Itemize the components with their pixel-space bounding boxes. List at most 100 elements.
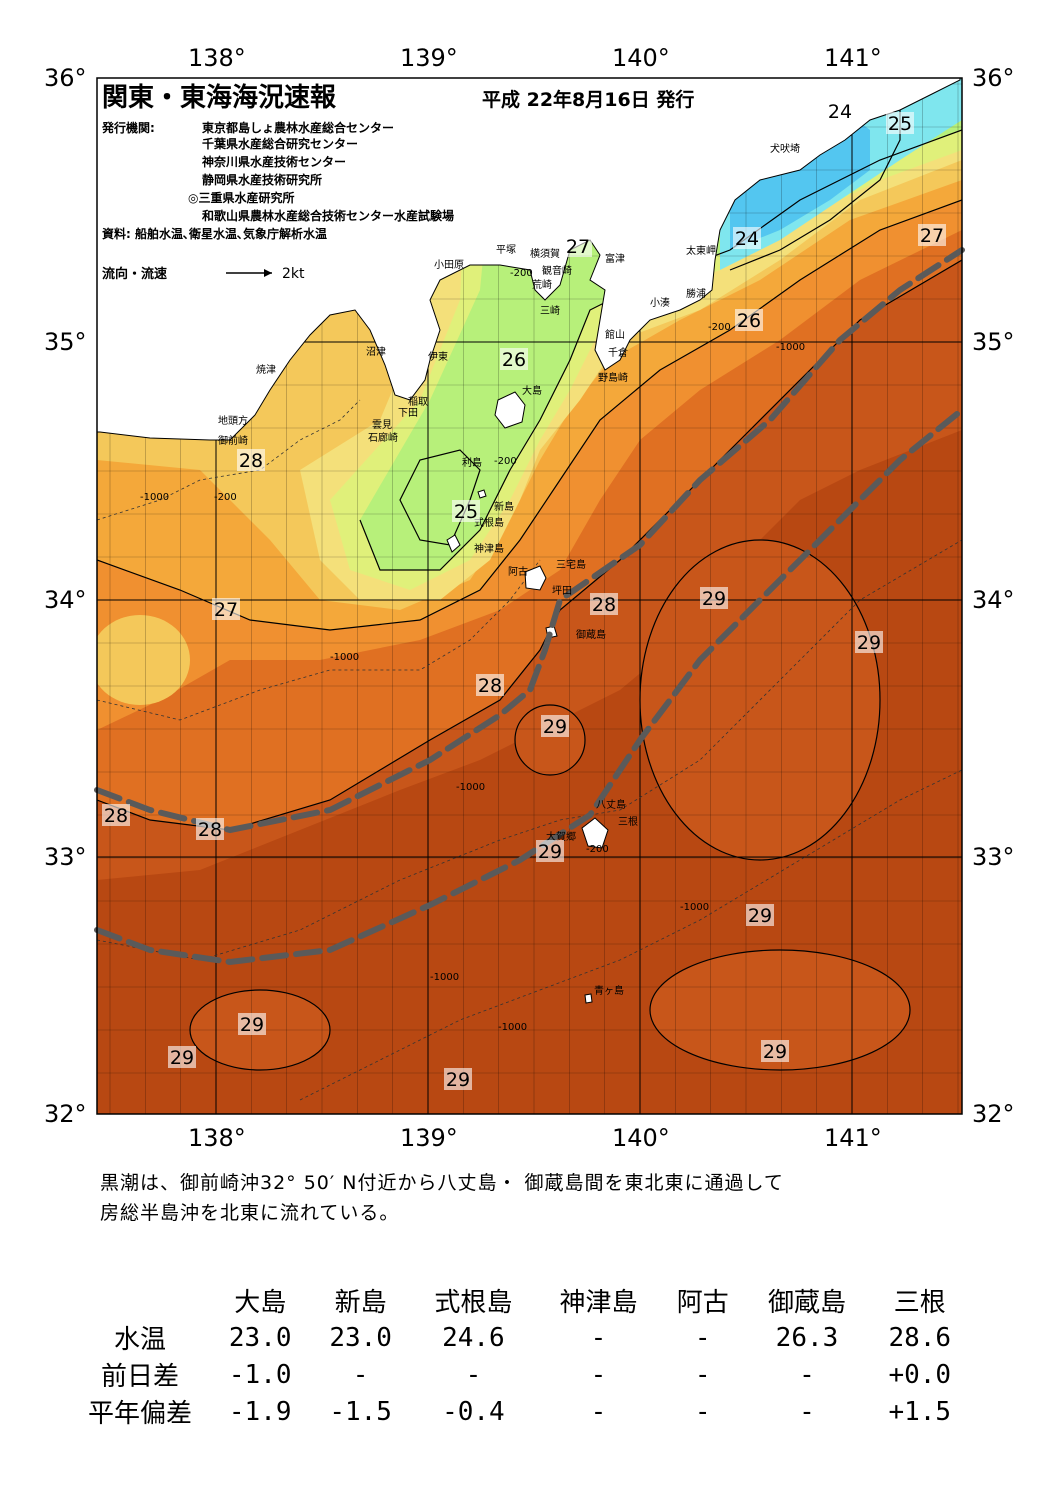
hachijo-island: [581, 817, 609, 849]
place-name: 小田原: [434, 259, 464, 271]
place-name: 利島: [462, 456, 482, 469]
temperature-zones: [97, 78, 962, 1114]
depth-contours: [97, 399, 962, 1101]
isotherm-label: 29: [746, 904, 774, 927]
place-name: 御前崎: [218, 434, 248, 447]
publisher-label: 発行機関:: [101, 120, 155, 135]
page-title: 関東・東海海況速報: [102, 83, 337, 113]
place-name: 石廊崎: [368, 431, 398, 444]
depth-label: -1000: [680, 902, 709, 913]
oshima-island: [494, 391, 526, 429]
table-cell: -: [590, 1396, 607, 1427]
svg-text:25: 25: [454, 501, 478, 523]
svg-text:28: 28: [104, 805, 128, 827]
sea-temperature-map: 138° 139° 140° 141° 138° 139° 140° 141° …: [44, 44, 1015, 1152]
place-name: 三宅島: [556, 558, 586, 571]
lat-label-right: 33°: [972, 843, 1015, 871]
table-cell: -1.9: [228, 1396, 292, 1427]
miyake-island: [524, 565, 547, 591]
svg-text:24: 24: [828, 101, 852, 123]
table-cell: 23.0: [329, 1322, 392, 1353]
lat-label-left: 35°: [44, 328, 87, 356]
place-name: 坪田: [552, 584, 572, 597]
svg-text:29: 29: [543, 716, 567, 738]
svg-text:24: 24: [735, 228, 759, 250]
place-name: 千倉: [608, 346, 628, 359]
place-name: 阿古: [508, 565, 528, 578]
table-cell: 26.3: [775, 1322, 839, 1353]
isotherm-label: 25: [452, 500, 480, 523]
flow-legend-speed: 2kt: [282, 266, 305, 282]
table-corner: [70, 1282, 210, 1319]
table-cell: -1.0: [228, 1359, 292, 1390]
table-cell: -: [799, 1359, 815, 1390]
place-name: 観音崎: [542, 264, 572, 277]
station-header: 新島: [334, 1288, 387, 1318]
svg-text:28: 28: [592, 594, 616, 616]
place-name: 横須賀: [530, 247, 560, 260]
place-name: 大島: [522, 384, 542, 397]
table-row: 平年偏差 -1.9 -1.5 -0.4 - - - +1.5: [70, 1393, 970, 1430]
lat-label-right: 36°: [972, 64, 1015, 92]
table-cell: -: [694, 1359, 711, 1390]
lat-label-left: 33°: [44, 843, 87, 871]
table-cell: 23.0: [228, 1322, 292, 1353]
svg-text:29: 29: [763, 1041, 787, 1063]
isotherm-label: 25: [886, 112, 914, 135]
lon-label-top: 138°: [188, 44, 246, 72]
place-name: 八丈島: [596, 798, 626, 811]
table-cell: -: [590, 1359, 607, 1390]
lon-label-bottom: 140°: [612, 1124, 670, 1150]
table-cell: -: [694, 1322, 711, 1353]
lat-label-left: 34°: [44, 586, 87, 614]
summary-line: 黒潮は、御前崎沖32° 50′ N付近から八丈島・ 御蔵島間を東北東に通過して: [100, 1172, 784, 1194]
place-name: 伊東: [428, 350, 448, 363]
isotherm-label: 29: [536, 840, 564, 863]
isotherm-label: 29: [761, 1040, 789, 1063]
svg-text:25: 25: [888, 113, 912, 135]
depth-label: -1000: [140, 492, 169, 503]
warm-eddy: [650, 950, 910, 1070]
place-name: 三崎: [540, 304, 560, 317]
map-header: 関東・東海海況速報 平成 22年8月16日 発行 発行機関: 東京都島しょ農林水…: [101, 83, 694, 282]
place-name: 小湊: [650, 296, 670, 309]
svg-text:27: 27: [566, 236, 590, 258]
kuroshio-summary: 黒潮は、御前崎沖32° 50′ N付近から八丈島・ 御蔵島間を東北東に通過して …: [100, 1168, 960, 1228]
place-name: 青ヶ島: [594, 984, 624, 997]
table-cell: -: [352, 1359, 369, 1390]
kuroshio-path-north: [94, 247, 965, 834]
station-header: 御蔵島: [767, 1288, 846, 1318]
isotherm-label: 24: [826, 100, 854, 123]
svg-text:29: 29: [240, 1014, 264, 1036]
place-name: 地頭方: [218, 414, 248, 427]
lon-label-bottom: 139°: [400, 1124, 458, 1150]
svg-text:28: 28: [239, 450, 263, 472]
lon-label-bottom: 141°: [824, 1124, 882, 1150]
table-cell: +1.5: [888, 1396, 952, 1427]
warm-eddy: [97, 615, 190, 705]
publisher-item: 和歌山県農林水産総合技術センター水産試験場: [201, 208, 454, 223]
place-name: 神津島: [474, 542, 504, 555]
lat-label-right: 32°: [972, 1100, 1015, 1128]
isotherm-label: 28: [102, 804, 130, 827]
row-label: 前日差: [100, 1362, 179, 1392]
map-frame: [96, 77, 963, 1115]
svg-text:29: 29: [538, 841, 562, 863]
table-cell: -: [799, 1396, 815, 1427]
lat-label-left: 32°: [44, 1100, 87, 1128]
place-name: 式根島: [474, 516, 504, 529]
svg-text:27: 27: [214, 599, 238, 621]
place-name: 下田: [398, 408, 418, 419]
place-name: 焼津: [256, 364, 276, 376]
aogashima-island: [584, 993, 593, 1004]
isotherm-label: 29: [541, 715, 569, 738]
station-header: 神津島: [559, 1288, 638, 1318]
depth-label: -200: [214, 492, 237, 503]
depth-label: -200: [494, 456, 517, 467]
isotherm-label: 28: [237, 449, 265, 472]
land: [96, 77, 961, 1004]
lon-label-top: 139°: [400, 44, 458, 72]
kuroshio-path-south: [94, 407, 965, 966]
isotherm-label: 28: [590, 593, 618, 616]
station-header: 三根: [893, 1288, 946, 1318]
